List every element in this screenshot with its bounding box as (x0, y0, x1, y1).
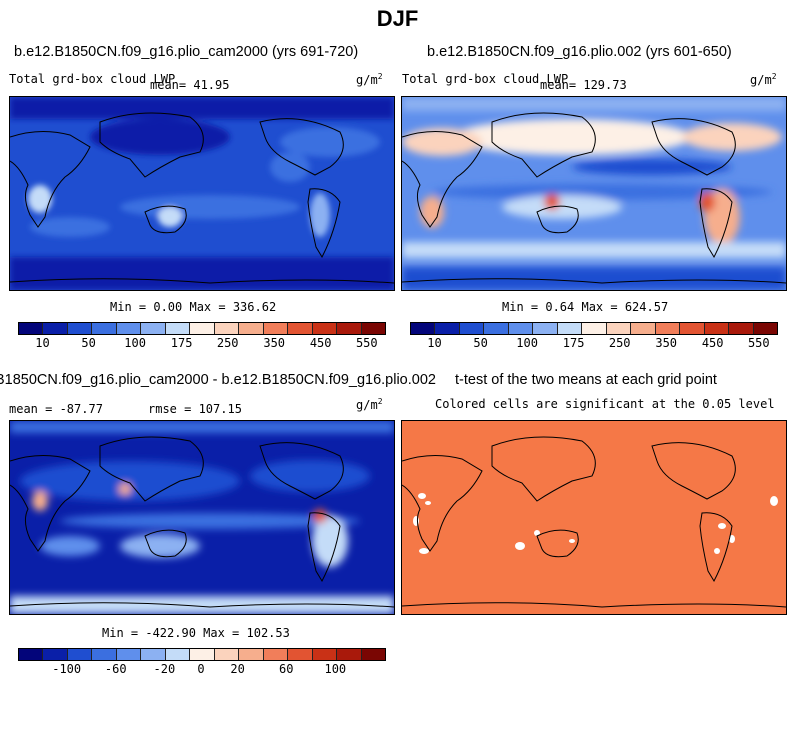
panel4-subtitle: Colored cells are significant at the 0.0… (435, 397, 775, 411)
colorbar-tick: 0 (197, 662, 205, 676)
panel2-mean: mean= 129.73 (540, 78, 627, 92)
panel3-rmse: rmse = 107.15 (148, 402, 242, 416)
colorbar-tick: -60 (104, 662, 127, 676)
colorbar-tick: 175 (562, 336, 585, 350)
colorbar-tick: 50 (81, 336, 96, 350)
colorbar-tick: -100 (52, 662, 82, 676)
panel3-colorbar (18, 648, 386, 661)
panel3-map (9, 420, 395, 615)
colorbar-tick: 100 (516, 336, 538, 350)
panel1-minmax: Min = 0.00 Max = 336.62 (110, 300, 277, 314)
colorbar-tick: 175 (170, 336, 193, 350)
colorbar-tick: 450 (309, 336, 332, 350)
panel3-minmax: Min = -422.90 Max = 102.53 (102, 626, 290, 640)
panel3-title: B1850CN.f09_g16.plio_cam2000 - b.e12.B18… (0, 372, 436, 388)
colorbar-tick: 100 (324, 662, 347, 676)
panel4-map (401, 420, 787, 615)
panel2-units: g/m2 (750, 72, 777, 87)
colorbar-tick: 450 (701, 336, 724, 350)
panel2-minmax: Min = 0.64 Max = 624.57 (502, 300, 669, 314)
colorbar-tick: 60 (279, 662, 294, 676)
colorbar-tick: 550 (355, 336, 378, 350)
panel1-variable-label: Total grd-box cloud LWP (9, 72, 176, 86)
significance-fill (402, 421, 786, 614)
panel2-title: b.e12.B1850CN.f09_g16.plio.002 (yrs 601-… (427, 44, 732, 60)
colorbar-tick: 10 (427, 336, 442, 350)
colorbar-tick: 350 (263, 336, 286, 350)
panel1-mean: mean= 41.95 (150, 78, 230, 92)
colorbar-tick: 20 (230, 662, 245, 676)
panel2-map (401, 96, 787, 291)
colorbar-tick: -20 (153, 662, 176, 676)
panel3-units: g/m2 (356, 397, 383, 412)
panel2-variable-label: Total grd-box cloud LWP (402, 72, 569, 86)
colorbar-tick: 350 (655, 336, 678, 350)
panel1-map (9, 96, 395, 291)
panel1-colorbar-ticks: 10 50 100 175 250 350 450 550 (18, 336, 384, 350)
colorbar-tick: 550 (747, 336, 770, 350)
colorbar-tick: 10 (35, 336, 50, 350)
panel1-title: b.e12.B1850CN.f09_g16.plio_cam2000 (yrs … (14, 44, 359, 60)
page-title: DJF (376, 6, 419, 31)
panel3-colorbar-ticks: -100 -60 -20 0 20 60 100 (18, 662, 384, 676)
panel1-units: g/m2 (356, 72, 383, 87)
panel3-mean: mean = -87.77 (9, 402, 103, 416)
colorbar-tick: 250 (608, 336, 631, 350)
panel2-colorbar-ticks: 10 50 100 175 250 350 450 550 (410, 336, 776, 350)
panel1-colorbar (18, 322, 386, 335)
colorbar-tick: 50 (473, 336, 488, 350)
colorbar-tick: 250 (216, 336, 239, 350)
panel2-colorbar (410, 322, 778, 335)
panel4-title: t-test of the two means at each grid poi… (455, 372, 717, 388)
colorbar-tick: 100 (124, 336, 146, 350)
